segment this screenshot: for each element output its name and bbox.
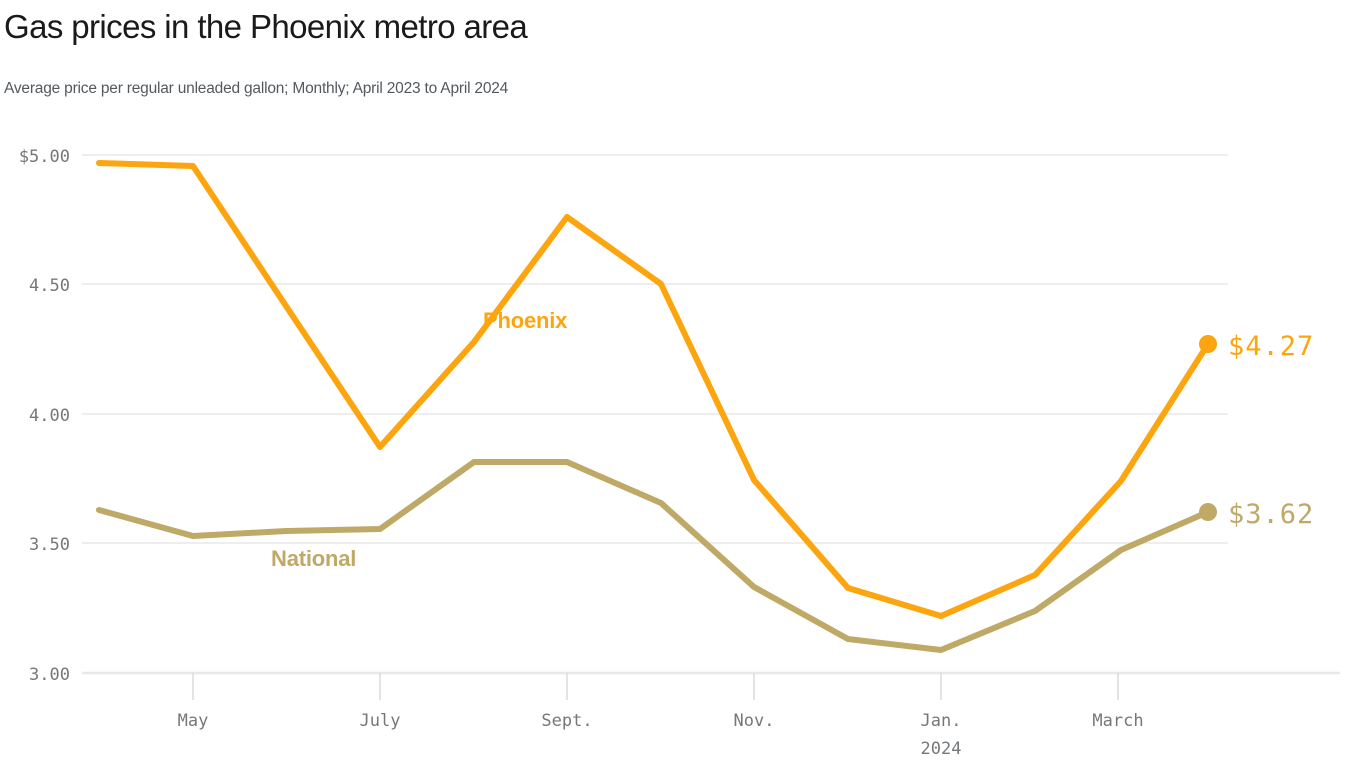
series-label-national: National [271, 546, 356, 571]
y-tick-label: $5.00 [19, 147, 70, 167]
endpoint-marker-national [1199, 503, 1217, 521]
y-tick-label: 4.00 [29, 406, 70, 426]
x-axis-ticks [192, 673, 1119, 700]
series-line-national [96, 459, 1211, 653]
series-label-phoenix: Phoenix [483, 308, 568, 333]
chart-subtitle: Average price per regular unleaded gallo… [4, 80, 509, 97]
end-value-phoenix: $4.27 [1228, 331, 1314, 362]
page-title: Gas prices in the Phoenix metro area [4, 8, 528, 45]
endpoint-marker-phoenix [1199, 335, 1217, 353]
x-tick-label: Nov. [734, 711, 775, 731]
x-tick-label: July [360, 711, 401, 731]
x-tick-label: Sept. [541, 711, 592, 731]
x-tick-label: Jan. [921, 711, 962, 731]
end-value-national: $3.62 [1228, 499, 1314, 530]
x-axis-labels: May July Sept. Nov. Jan. 2024 March [178, 711, 1144, 759]
gridlines [82, 154, 1340, 675]
series-line-phoenix [96, 160, 1211, 619]
x-tick-label: March [1092, 711, 1143, 731]
y-axis-labels: $5.00 4.50 4.00 3.50 3.00 [19, 147, 70, 685]
y-tick-label: 3.50 [29, 535, 70, 555]
y-tick-label: 4.50 [29, 276, 70, 296]
x-tick-label: May [178, 711, 209, 731]
x-tick-label-year: 2024 [921, 739, 962, 759]
y-tick-label: 3.00 [29, 665, 70, 685]
